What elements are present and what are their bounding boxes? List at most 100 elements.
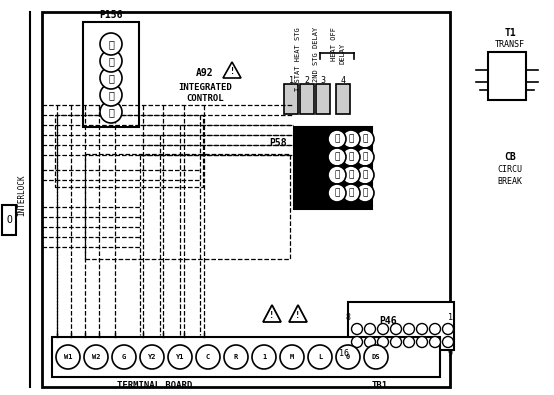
Text: DS: DS <box>372 354 380 360</box>
Text: 2ND STG DELAY: 2ND STG DELAY <box>313 27 319 82</box>
Text: ④: ④ <box>334 152 340 162</box>
Bar <box>316 84 330 114</box>
Circle shape <box>196 345 220 369</box>
Text: ⑥: ⑥ <box>362 152 368 162</box>
Text: ①: ① <box>348 188 353 198</box>
Text: Y1: Y1 <box>176 354 184 360</box>
Text: TERMINAL BOARD: TERMINAL BOARD <box>117 380 193 389</box>
Text: P46: P46 <box>379 316 397 326</box>
Text: P156: P156 <box>99 10 123 20</box>
Circle shape <box>252 345 276 369</box>
Circle shape <box>403 337 414 348</box>
Text: ②: ② <box>362 188 368 198</box>
Text: G: G <box>122 354 126 360</box>
Bar <box>52 337 440 377</box>
Circle shape <box>280 345 304 369</box>
Text: ⑨: ⑨ <box>362 171 368 179</box>
Text: ⑧: ⑧ <box>348 171 353 179</box>
Circle shape <box>328 148 346 166</box>
Circle shape <box>417 324 428 335</box>
Circle shape <box>443 337 454 348</box>
Text: 0: 0 <box>346 354 350 360</box>
Circle shape <box>328 184 346 202</box>
Bar <box>294 127 372 209</box>
Text: R: R <box>234 354 238 360</box>
Circle shape <box>356 184 374 202</box>
Circle shape <box>364 345 388 369</box>
Text: ③: ③ <box>362 135 368 143</box>
Circle shape <box>365 324 376 335</box>
Text: ①: ① <box>334 135 340 143</box>
Circle shape <box>100 101 122 123</box>
Circle shape <box>417 337 428 348</box>
Circle shape <box>356 166 374 184</box>
Circle shape <box>84 345 108 369</box>
Bar <box>2 205 16 235</box>
Text: !: ! <box>229 66 234 75</box>
Text: ⑦: ⑦ <box>334 171 340 179</box>
Circle shape <box>328 166 346 184</box>
Circle shape <box>100 84 122 106</box>
Text: !: ! <box>295 312 301 320</box>
Text: 2: 2 <box>305 75 310 85</box>
Circle shape <box>351 324 362 335</box>
Circle shape <box>342 184 360 202</box>
Text: INTERLOCK: INTERLOCK <box>18 174 27 216</box>
Circle shape <box>403 324 414 335</box>
Text: TRANSF: TRANSF <box>495 40 525 49</box>
Text: 1: 1 <box>448 312 453 322</box>
Circle shape <box>328 130 346 148</box>
Text: C: C <box>206 354 210 360</box>
Circle shape <box>100 50 122 72</box>
Text: T-STAT HEAT STG: T-STAT HEAT STG <box>295 27 301 91</box>
Bar <box>348 302 454 350</box>
Circle shape <box>429 324 440 335</box>
Text: ②: ② <box>348 135 353 143</box>
Text: TB1: TB1 <box>372 380 388 389</box>
Circle shape <box>140 345 164 369</box>
Bar <box>42 12 450 387</box>
Circle shape <box>356 148 374 166</box>
Circle shape <box>342 148 360 166</box>
Text: 1: 1 <box>289 75 294 85</box>
Bar <box>488 52 526 100</box>
Text: 9: 9 <box>448 348 453 357</box>
Circle shape <box>342 130 360 148</box>
Circle shape <box>365 337 376 348</box>
Text: BREAK: BREAK <box>497 177 522 186</box>
Text: CONTROL: CONTROL <box>186 94 224 102</box>
Text: CB: CB <box>504 152 516 162</box>
Text: ⑤: ⑤ <box>108 39 114 49</box>
Bar <box>85 154 290 259</box>
Circle shape <box>168 345 192 369</box>
Text: 16: 16 <box>339 348 349 357</box>
Text: L: L <box>318 354 322 360</box>
Text: W1: W1 <box>64 354 72 360</box>
Circle shape <box>308 345 332 369</box>
Circle shape <box>429 337 440 348</box>
Text: 4: 4 <box>341 75 346 85</box>
Text: ①: ① <box>108 107 114 117</box>
Bar <box>83 22 139 127</box>
Text: A92: A92 <box>196 68 214 78</box>
Bar <box>336 84 350 114</box>
Text: 1: 1 <box>262 354 266 360</box>
Text: !: ! <box>269 312 275 320</box>
Bar <box>300 84 314 114</box>
Text: ⓿: ⓿ <box>334 188 340 198</box>
Circle shape <box>391 324 402 335</box>
Circle shape <box>377 324 388 335</box>
Bar <box>284 84 298 114</box>
Circle shape <box>112 345 136 369</box>
Circle shape <box>224 345 248 369</box>
Circle shape <box>356 130 374 148</box>
Circle shape <box>342 166 360 184</box>
Circle shape <box>100 33 122 55</box>
Text: W2: W2 <box>92 354 100 360</box>
Text: ⑤: ⑤ <box>348 152 353 162</box>
Circle shape <box>351 337 362 348</box>
Circle shape <box>336 345 360 369</box>
Text: P58: P58 <box>269 138 287 148</box>
Text: O: O <box>6 215 12 225</box>
Circle shape <box>56 345 80 369</box>
